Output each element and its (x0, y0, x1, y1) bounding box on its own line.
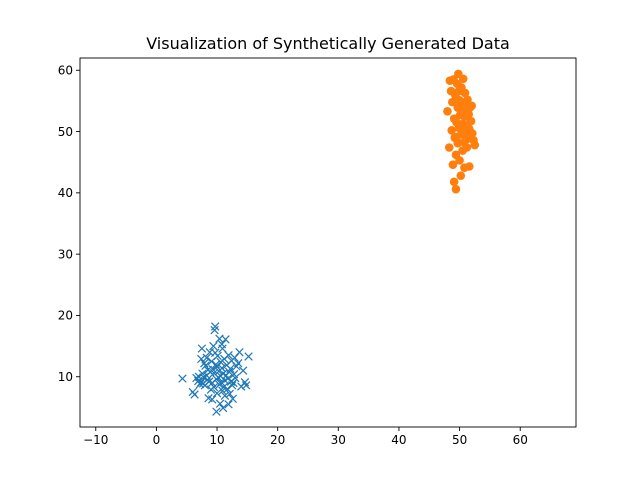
data-point-circle-marker (452, 132, 461, 142)
data-point-x-marker (244, 352, 253, 361)
x-tick-label: 60 (513, 433, 528, 447)
x-tick-label: 50 (452, 433, 467, 447)
data-point-circle-marker (448, 97, 457, 107)
x-tick-label: 30 (331, 433, 346, 447)
data-points (178, 69, 480, 416)
data-point-x-marker (212, 362, 222, 372)
data-point-circle-marker (456, 171, 466, 180)
y-tick-label: 20 (58, 309, 73, 323)
data-point-x-marker (209, 341, 218, 351)
data-point-x-marker (229, 378, 238, 388)
y-tick-label: 60 (58, 64, 73, 78)
data-point-x-marker (218, 403, 228, 413)
data-point-circle-marker (464, 110, 473, 119)
data-point-circle-marker (468, 129, 477, 138)
data-point-x-marker (207, 395, 217, 404)
data-point-circle-marker (455, 156, 464, 165)
data-point-x-marker (221, 335, 230, 344)
series-0 (178, 322, 253, 416)
x-tick-label: −10 (83, 433, 108, 447)
data-point-x-marker (212, 389, 222, 398)
data-point-x-marker (241, 381, 251, 390)
data-point-circle-marker (463, 121, 472, 131)
data-point-circle-marker (454, 86, 464, 96)
data-point-x-marker (210, 348, 220, 358)
y-tick-label: 10 (58, 370, 73, 384)
x-tick-label: 0 (153, 433, 161, 447)
x-tick-label: 10 (209, 433, 224, 447)
series-1 (443, 69, 480, 194)
data-point-x-marker (211, 360, 221, 369)
data-point-circle-marker (443, 107, 452, 116)
data-point-x-marker (197, 344, 207, 353)
data-point-x-marker (224, 351, 233, 360)
data-point-x-marker (212, 407, 221, 416)
data-point-x-marker (231, 373, 240, 383)
data-point-x-marker (234, 359, 243, 368)
data-point-x-marker (228, 394, 238, 404)
data-point-circle-marker (449, 177, 459, 187)
data-point-circle-marker (458, 74, 468, 84)
data-point-x-marker (218, 344, 227, 353)
plot-area-frame (79, 57, 577, 428)
data-point-x-marker (202, 353, 211, 362)
data-point-x-marker (227, 381, 237, 390)
data-point-circle-marker (448, 160, 458, 169)
chart-title: Visualization of Synthetically Generated… (146, 34, 510, 53)
data-point-circle-marker (470, 140, 480, 150)
data-point-x-marker (225, 389, 234, 399)
x-tick-label: 40 (391, 433, 406, 447)
y-tick-label: 40 (58, 186, 73, 200)
data-point-x-marker (198, 379, 208, 388)
data-point-circle-marker (463, 95, 472, 104)
data-point-x-marker (209, 382, 219, 392)
data-point-circle-marker (464, 162, 474, 171)
data-point-circle-marker (459, 137, 469, 147)
data-point-x-marker (224, 400, 233, 409)
y-tick-label: 50 (58, 125, 73, 139)
y-tick-label: 30 (58, 247, 73, 261)
axis-ticks: −10 0 10 20 30 40 50 60 10 20 30 40 50 60 (58, 64, 528, 447)
data-point-x-marker (235, 347, 244, 357)
data-point-x-marker (200, 359, 209, 368)
data-point-circle-marker (457, 108, 467, 118)
data-point-circle-marker (447, 126, 456, 135)
data-point-circle-marker (444, 143, 454, 152)
data-point-x-marker (178, 374, 187, 383)
data-point-x-marker (201, 361, 210, 370)
x-tick-label: 20 (270, 433, 285, 447)
data-point-x-marker (238, 366, 248, 375)
data-point-x-marker (210, 322, 220, 331)
data-point-circle-marker (467, 101, 477, 111)
data-point-x-marker (220, 391, 230, 400)
data-point-circle-marker (451, 184, 461, 194)
data-point-x-marker (190, 390, 199, 399)
data-point-x-marker (203, 365, 213, 375)
data-point-x-marker (226, 364, 235, 373)
data-point-x-marker (215, 399, 225, 408)
